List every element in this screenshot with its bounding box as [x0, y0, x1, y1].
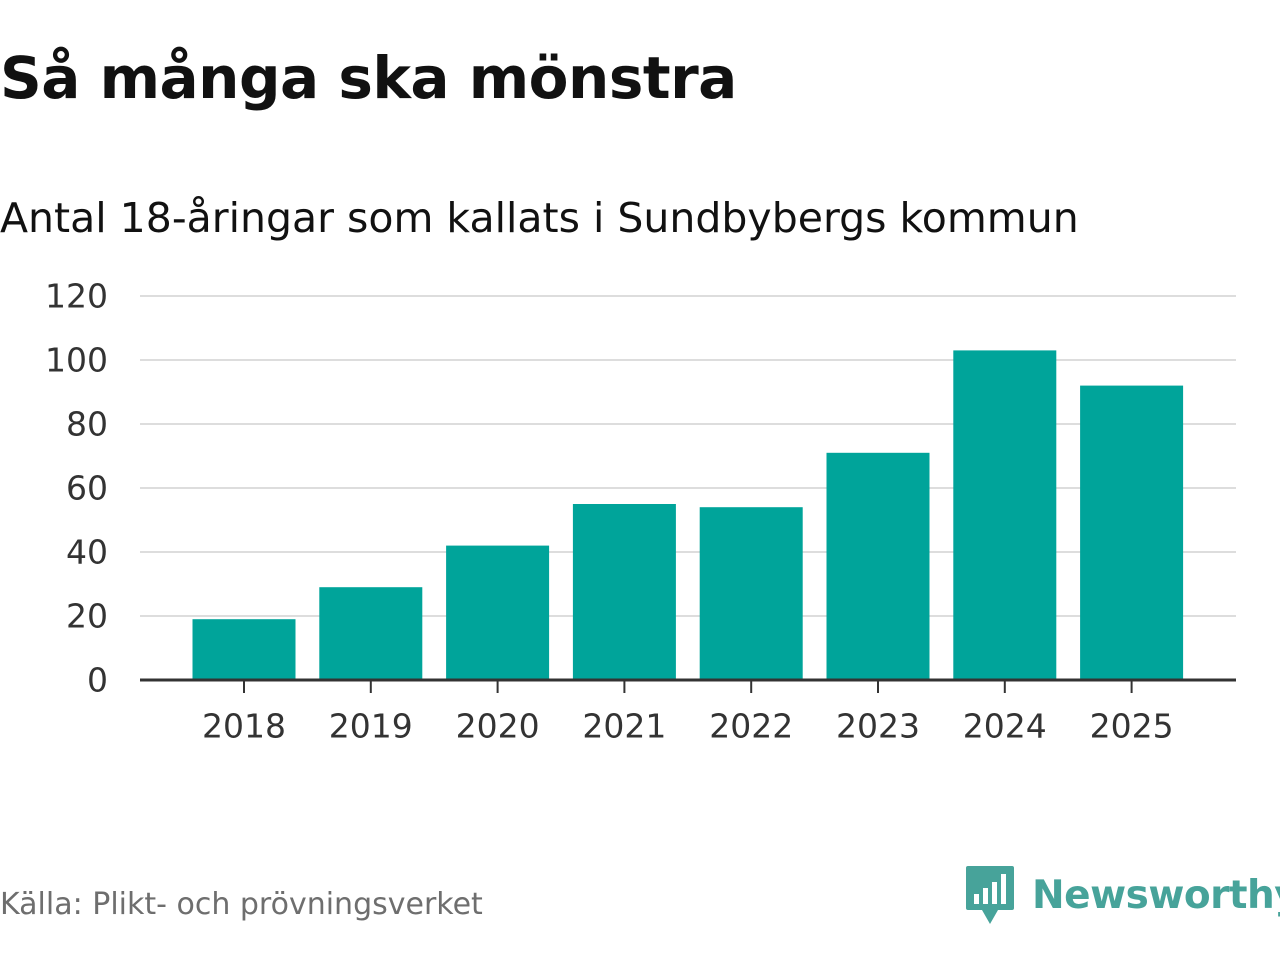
x-tick-label-2025: 2025 — [1090, 707, 1174, 746]
bar-2022 — [699, 507, 803, 680]
x-tick-label-2023: 2023 — [836, 707, 920, 746]
y-tick-label-100: 100 — [45, 341, 108, 380]
chart-subtitle: Antal 18-åringar som kallats i Sundbyber… — [0, 194, 1079, 242]
bar-2018 — [192, 619, 296, 680]
bar-2021 — [572, 504, 676, 680]
x-tick-label-2020: 2020 — [456, 707, 540, 746]
y-tick-label-40: 40 — [66, 533, 108, 572]
y-tick-label-60: 60 — [66, 469, 108, 508]
bars — [192, 350, 1184, 680]
bar-2024 — [953, 350, 1057, 680]
x-axis — [140, 678, 1236, 693]
y-axis-tick-labels: 0 20 40 60 80 100 120 — [45, 277, 108, 700]
y-tick-label-80: 80 — [66, 405, 108, 444]
x-tick-label-2024: 2024 — [963, 707, 1047, 746]
x-tick-label-2018: 2018 — [202, 707, 286, 746]
newsworthy-logo-icon — [966, 866, 1014, 924]
y-tick-label-0: 0 — [87, 661, 108, 700]
brand-name: Newsworthy — [1032, 873, 1280, 918]
y-tick-label-20: 20 — [66, 597, 108, 636]
x-tick-label-2019: 2019 — [329, 707, 413, 746]
source-note: Källa: Plikt- och prövningsverket — [0, 887, 483, 922]
gridlines — [140, 295, 1236, 617]
bar-2025 — [1080, 385, 1184, 680]
bar-2020 — [446, 545, 550, 680]
brand: Newsworthy — [964, 864, 1280, 928]
x-axis-tick-labels: 2018 2019 2020 2021 2022 2023 2024 2025 — [202, 707, 1174, 746]
x-tick-label-2021: 2021 — [582, 707, 666, 746]
x-tick-label-2022: 2022 — [709, 707, 793, 746]
chart-title: Så många ska mönstra — [0, 44, 737, 112]
bar-2023 — [826, 452, 930, 680]
bar-2019 — [319, 587, 423, 680]
y-tick-label-120: 120 — [45, 277, 108, 316]
